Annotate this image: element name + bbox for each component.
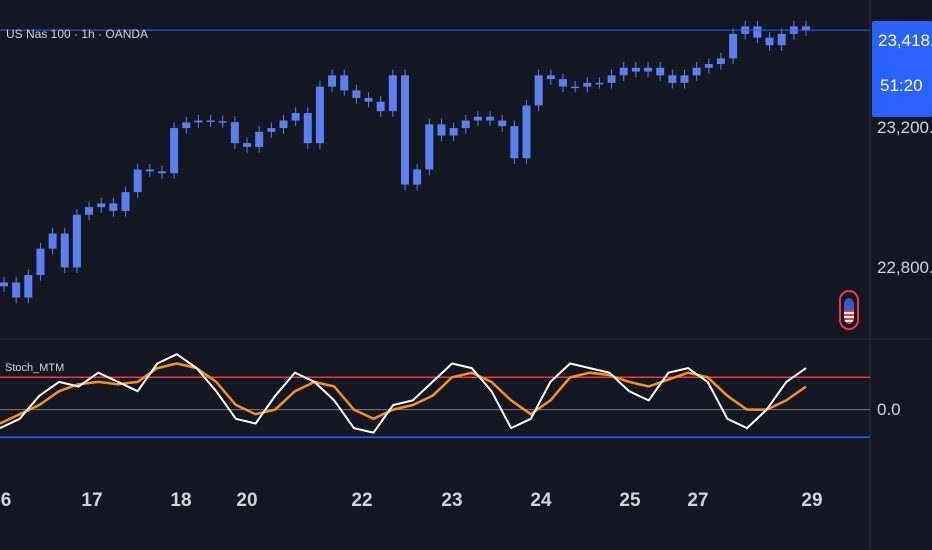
time-tick-label: 23 <box>441 490 463 511</box>
candle-body <box>60 233 69 268</box>
candle-body <box>206 120 215 123</box>
candle-body <box>644 67 653 72</box>
oscillator-pane <box>0 353 870 439</box>
time-tick-label: 22 <box>351 490 373 511</box>
candle-body <box>121 192 130 211</box>
candle-body <box>243 143 252 147</box>
candle-body <box>595 82 604 85</box>
candle-body <box>461 120 470 129</box>
candle-body <box>571 86 580 89</box>
candle-body <box>656 67 665 76</box>
time-tick-label: 25 <box>619 490 641 511</box>
candle-body <box>48 233 57 249</box>
candle-body <box>413 169 422 185</box>
candlestick-series <box>0 20 810 304</box>
candle-body <box>170 128 179 174</box>
price-tick-label: 22,800.0 <box>877 258 932 277</box>
candle-body <box>680 75 689 83</box>
candle-body <box>72 214 81 268</box>
candle-body <box>376 101 385 112</box>
candle-body <box>133 169 142 193</box>
time-tick-label: 24 <box>530 490 552 511</box>
candle-body <box>473 116 482 121</box>
candle-body <box>267 128 276 132</box>
candle-body <box>486 116 495 121</box>
candle-body <box>279 120 288 129</box>
candle-body <box>194 120 203 123</box>
time-tick-label: 17 <box>81 490 103 511</box>
us-flag-icon[interactable] <box>839 290 859 330</box>
candle-body <box>328 75 337 87</box>
time-tick-label: 18 <box>170 490 192 511</box>
candle-body <box>97 203 106 208</box>
current-price-label: 23,418.5 <box>878 31 932 50</box>
candle-body <box>12 282 21 298</box>
candle-body <box>182 122 191 129</box>
candle-body <box>510 126 519 159</box>
candle-body <box>522 105 531 159</box>
price-tick-label: 23,200.0 <box>877 118 932 137</box>
oscillator-zero-label: 0.0 <box>877 400 901 419</box>
candle-body <box>692 67 701 76</box>
candle-body <box>109 203 118 211</box>
time-tick-label: 27 <box>687 490 709 511</box>
candle-body <box>704 64 713 68</box>
candle-body <box>0 282 8 287</box>
bar-countdown-label: 51:20 <box>880 76 923 95</box>
candle-body <box>534 75 543 106</box>
stoch-line <box>0 353 807 434</box>
candle-body <box>619 67 628 76</box>
candle-body <box>218 121 227 123</box>
candle-body <box>24 274 33 298</box>
current-price-badge: 23,418.5 51:20 <box>872 21 932 117</box>
candle-body <box>388 75 397 112</box>
candle-body <box>449 128 458 136</box>
candle-body <box>340 75 349 91</box>
candle-body <box>607 75 616 83</box>
symbol-title[interactable]: US Nas 100 · 1h · OANDA <box>6 27 149 41</box>
candle-body <box>765 37 774 46</box>
candle-body <box>729 33 738 59</box>
candle-body <box>145 169 154 172</box>
candle-body <box>558 79 567 87</box>
candle-body <box>230 122 239 144</box>
time-tick-label: 6 <box>0 490 12 511</box>
candle-body <box>425 124 434 170</box>
candle-body <box>802 26 810 31</box>
candle-body <box>157 171 166 174</box>
candle-body <box>36 248 45 275</box>
candle-body <box>631 67 640 72</box>
candle-body <box>498 120 507 127</box>
indicator-name[interactable]: Stoch_MTM <box>5 362 65 374</box>
candle-body <box>352 90 361 98</box>
candle-body <box>437 124 446 136</box>
candle-body <box>291 113 300 121</box>
candle-body <box>255 131 264 147</box>
candle-body <box>546 75 555 80</box>
candle-body <box>303 113 312 144</box>
candle-body <box>716 58 725 65</box>
time-tick-label: 20 <box>236 490 258 511</box>
candle-body <box>777 33 786 46</box>
time-tick-label: 29 <box>801 490 823 511</box>
candle-body <box>315 86 324 144</box>
candle-body <box>85 207 94 215</box>
candle-body <box>668 75 677 83</box>
candle-body <box>753 26 762 38</box>
candle-body <box>364 97 373 102</box>
candle-body <box>583 82 592 87</box>
signal-line <box>0 362 807 425</box>
candle-body <box>401 75 409 185</box>
